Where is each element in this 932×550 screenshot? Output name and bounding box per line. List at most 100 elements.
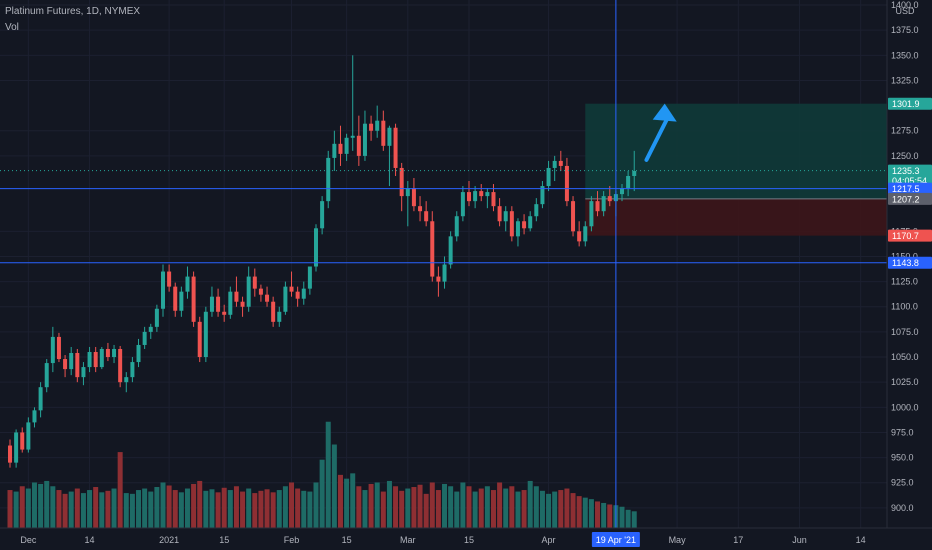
candle[interactable] — [228, 286, 233, 319]
candle[interactable] — [75, 348, 80, 383]
candle[interactable] — [577, 221, 582, 247]
candle[interactable] — [203, 306, 208, 363]
candle[interactable] — [105, 342, 110, 362]
candle[interactable] — [626, 170, 631, 197]
candle[interactable] — [112, 344, 117, 364]
candle[interactable] — [332, 130, 337, 171]
candle[interactable] — [460, 186, 465, 222]
candle[interactable] — [564, 157, 569, 207]
arrow-shaft[interactable] — [644, 117, 669, 162]
candle[interactable] — [81, 362, 86, 386]
candle[interactable] — [528, 211, 533, 232]
candle[interactable] — [240, 296, 245, 317]
candle[interactable] — [399, 162, 404, 212]
candle[interactable] — [148, 323, 153, 339]
price-axis[interactable]: 900.0 925.0 950.0 975.0 1000.0 1025.0 1050.0 10… — [886, 0, 932, 550]
candle[interactable] — [99, 346, 104, 370]
candle[interactable] — [209, 286, 214, 317]
candle[interactable] — [234, 276, 239, 307]
candle[interactable] — [369, 115, 374, 141]
candle[interactable] — [246, 266, 251, 312]
candles[interactable] — [8, 55, 637, 468]
candle[interactable] — [44, 359, 49, 393]
candle[interactable] — [161, 264, 165, 317]
chart-title[interactable]: Platinum Futures, 1D, NYMEX — [5, 6, 140, 17]
candle[interactable] — [583, 221, 588, 247]
candle[interactable] — [289, 271, 294, 297]
candle[interactable] — [375, 105, 380, 138]
candle[interactable] — [93, 346, 98, 373]
candle[interactable] — [295, 286, 300, 307]
candle[interactable] — [173, 282, 178, 317]
candle[interactable] — [87, 346, 92, 373]
candle[interactable] — [503, 206, 508, 232]
candle[interactable] — [265, 286, 270, 307]
candle[interactable] — [393, 123, 398, 176]
candle[interactable] — [307, 266, 312, 295]
candle[interactable] — [571, 196, 576, 237]
candle[interactable] — [142, 326, 147, 349]
candle[interactable] — [56, 332, 61, 363]
candle[interactable] — [20, 427, 25, 453]
candle[interactable] — [515, 218, 520, 247]
candle[interactable] — [479, 184, 484, 202]
candle[interactable] — [118, 345, 123, 388]
candle[interactable] — [418, 196, 423, 222]
candle[interactable] — [558, 150, 563, 171]
candle[interactable] — [258, 284, 263, 302]
candle[interactable] — [632, 150, 637, 192]
candle[interactable] — [607, 186, 612, 207]
candle[interactable] — [350, 55, 355, 151]
arrow-head[interactable] — [652, 103, 677, 122]
candle[interactable] — [26, 417, 31, 453]
candle[interactable] — [8, 439, 12, 468]
candle[interactable] — [430, 211, 435, 282]
candle[interactable] — [179, 286, 184, 317]
candle[interactable] — [436, 266, 441, 297]
candle[interactable] — [387, 125, 392, 187]
candle[interactable] — [63, 355, 68, 378]
candle[interactable] — [130, 357, 135, 383]
candle[interactable] — [301, 281, 306, 305]
horizontal-lines[interactable] — [0, 0, 887, 528]
candle[interactable] — [216, 288, 221, 317]
candle[interactable] — [14, 429, 19, 468]
candle[interactable] — [620, 184, 624, 202]
candle[interactable] — [442, 256, 447, 289]
candle[interactable] — [595, 191, 600, 217]
candle[interactable] — [522, 214, 527, 235]
candle[interactable] — [271, 296, 276, 327]
candle[interactable] — [314, 224, 318, 272]
candle[interactable] — [252, 268, 257, 297]
candle[interactable] — [467, 181, 471, 207]
candle[interactable] — [381, 110, 386, 151]
candle[interactable] — [283, 281, 288, 315]
candle[interactable] — [277, 306, 282, 327]
candle[interactable] — [185, 266, 190, 299]
candle[interactable] — [320, 196, 325, 235]
volume-indicator-label[interactable]: Vol — [5, 22, 19, 33]
candle[interactable] — [167, 264, 172, 292]
candle[interactable] — [344, 133, 349, 161]
candle[interactable] — [485, 188, 490, 209]
candle[interactable] — [411, 178, 416, 212]
candle[interactable] — [197, 316, 202, 363]
arrow-drawing[interactable] — [644, 103, 677, 162]
candle[interactable] — [552, 155, 557, 182]
candle[interactable] — [69, 346, 74, 376]
candle[interactable] — [50, 326, 55, 373]
candle[interactable] — [124, 372, 129, 393]
candle[interactable] — [540, 181, 545, 209]
candle[interactable] — [534, 198, 539, 222]
candle[interactable] — [362, 110, 367, 161]
candle[interactable] — [222, 304, 227, 322]
candle[interactable] — [509, 206, 514, 242]
candle[interactable] — [356, 115, 361, 166]
candle[interactable] — [136, 338, 141, 368]
candle[interactable] — [191, 271, 196, 327]
candle[interactable] — [38, 382, 43, 418]
candle[interactable] — [154, 304, 159, 332]
candle[interactable] — [601, 191, 606, 217]
